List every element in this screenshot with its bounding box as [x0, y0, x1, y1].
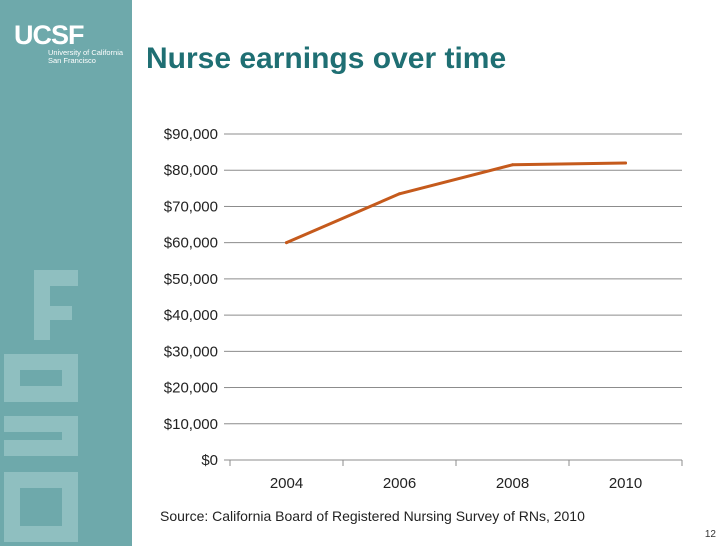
slide-title: Nurse earnings over time: [146, 42, 507, 75]
data-point: [511, 163, 514, 167]
y-tick-label: $40,000: [164, 307, 218, 324]
y-tick-label: $30,000: [164, 343, 218, 360]
y-tick-label: $80,000: [164, 162, 218, 179]
sidebar: UCSF University of California San Franci…: [0, 0, 132, 546]
series-line: [285, 161, 627, 245]
y-tick-label: $0: [201, 452, 218, 469]
data-point: [624, 161, 627, 165]
line-chart: $0 $10,000 $20,000 $30,000 $40,000 $50,000 $60…: [164, 126, 683, 492]
page-number: 12: [704, 529, 716, 540]
x-tick-label: 2004: [270, 475, 303, 492]
y-tick-label: $70,000: [164, 198, 218, 215]
source-note: Source: California Board of Registered N…: [160, 508, 585, 524]
logo-line-university: University of California: [48, 48, 124, 57]
x-tick-label: 2008: [496, 475, 529, 492]
logo-line-campus: San Francisco: [48, 56, 96, 65]
y-tick-label: $90,000: [164, 126, 218, 143]
x-tick-label: 2006: [383, 475, 416, 492]
data-point: [285, 241, 288, 245]
y-tick-label: $20,000: [164, 380, 218, 397]
data-point: [398, 192, 401, 196]
y-tick-label: $60,000: [164, 235, 218, 252]
x-tick-label: 2010: [609, 475, 642, 492]
y-tick-label: $10,000: [164, 416, 218, 433]
logo-wordmark: UCSF: [14, 20, 85, 50]
y-tick-label: $50,000: [164, 271, 218, 288]
ucsf-logo: UCSF University of California San Franci…: [14, 20, 132, 66]
ucsf-watermark-graphic: [4, 270, 78, 542]
